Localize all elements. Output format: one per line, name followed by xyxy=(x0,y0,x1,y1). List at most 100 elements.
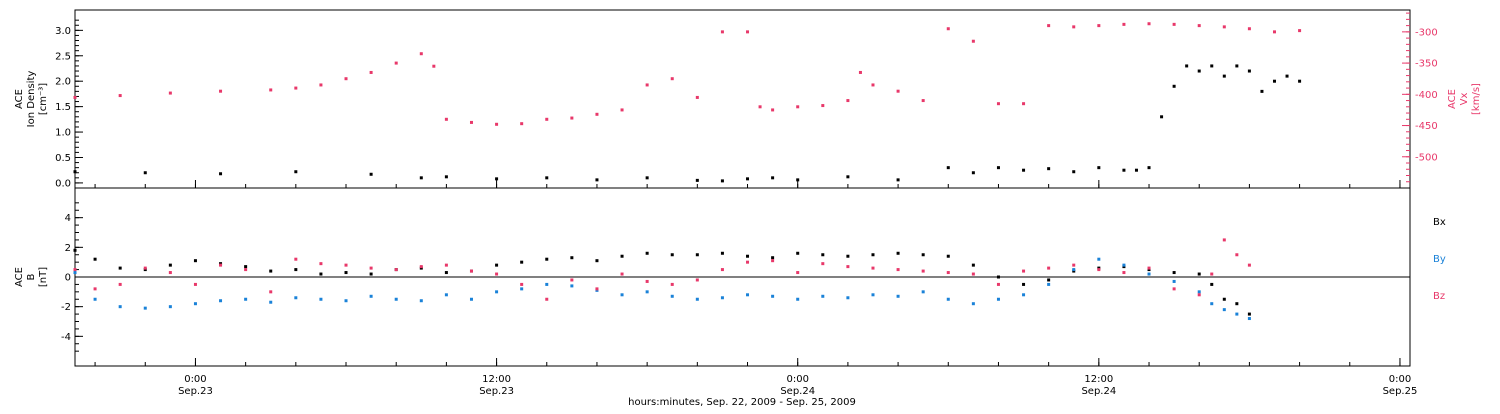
by-point-12 xyxy=(369,294,373,298)
bz-point-8 xyxy=(269,290,273,294)
bz-point-6 xyxy=(219,263,223,267)
by-point-36 xyxy=(971,302,975,306)
bx-point-24 xyxy=(670,253,674,257)
bz-point-22 xyxy=(620,272,624,276)
vx-point-0 xyxy=(73,95,77,99)
density-point-14 xyxy=(771,176,775,180)
by-point-35 xyxy=(946,297,950,301)
time-tick-date-2: Sep.24 xyxy=(780,386,815,397)
bx-point-37 xyxy=(996,275,1000,279)
vx-point-39 xyxy=(1072,25,1076,29)
vx-point-16 xyxy=(545,117,549,121)
vx-point-30 xyxy=(858,70,862,74)
by-point-8 xyxy=(269,300,273,304)
bz-point-38 xyxy=(1022,269,1026,273)
vx-point-5 xyxy=(294,86,298,90)
bz-point-14 xyxy=(419,265,423,269)
bz-point-44 xyxy=(1172,287,1176,291)
density-point-25 xyxy=(1122,168,1126,172)
vx-point-7 xyxy=(344,77,348,81)
vx-point-17 xyxy=(570,116,574,120)
by-point-39 xyxy=(1047,282,1051,286)
bz-point-41 xyxy=(1097,268,1101,272)
legend-by: By xyxy=(1433,254,1446,265)
b-axis-units: [nT] xyxy=(38,267,49,287)
by-point-32 xyxy=(871,293,875,297)
by-point-45 xyxy=(1197,290,1201,294)
vx-point-19 xyxy=(620,108,624,112)
bx-point-0 xyxy=(73,248,77,252)
bx-point-27 xyxy=(746,254,750,258)
bottom-left-axis-ticks: 4 2 0 -2 -4 xyxy=(61,202,83,352)
vx-point-31 xyxy=(871,83,875,87)
density-point-39 xyxy=(1298,79,1302,83)
by-point-5 xyxy=(193,302,197,306)
density-point-5 xyxy=(419,176,423,180)
density-point-6 xyxy=(444,175,448,179)
bx-point-30 xyxy=(821,253,825,257)
by-point-23 xyxy=(645,290,649,294)
time-tick-label-0: 0:00 xyxy=(184,374,206,385)
time-tick-date-3: Sep.24 xyxy=(1081,386,1116,397)
vx-point-35 xyxy=(971,39,975,43)
bx-point-29 xyxy=(796,251,800,255)
vx-tick-label-1: -350 xyxy=(1415,59,1438,70)
vx-point-48 xyxy=(1298,29,1302,33)
density-point-20 xyxy=(996,166,1000,170)
bz-point-40 xyxy=(1072,263,1076,267)
vx-point-20 xyxy=(645,83,649,87)
by-point-44 xyxy=(1172,279,1176,283)
density-tick-label-1: 0.5 xyxy=(55,153,71,164)
by-point-18 xyxy=(520,287,524,291)
by-point-9 xyxy=(294,296,298,300)
density-point-24 xyxy=(1097,166,1101,170)
bz-point-0 xyxy=(73,268,77,272)
bx-point-28 xyxy=(771,256,775,260)
bz-point-32 xyxy=(871,266,875,270)
bz-point-7 xyxy=(244,268,248,272)
by-point-26 xyxy=(720,296,724,300)
by-point-48 xyxy=(1235,312,1239,316)
by-point-14 xyxy=(419,299,423,303)
b-axis-label-line2: B xyxy=(26,273,37,280)
b-legend: Bx By Bz xyxy=(1433,217,1446,302)
b-tick-label-0: 4 xyxy=(65,213,71,224)
by-point-34 xyxy=(921,290,925,294)
by-point-11 xyxy=(344,299,348,303)
bx-point-34 xyxy=(921,253,925,257)
bz-point-10 xyxy=(319,262,323,266)
vx-point-12 xyxy=(444,117,448,121)
vx-tick-label-2: -400 xyxy=(1415,90,1438,101)
density-point-37 xyxy=(1272,79,1276,83)
vx-tick-label-3: -450 xyxy=(1415,121,1438,132)
density-point-12 xyxy=(720,179,724,183)
by-point-28 xyxy=(771,294,775,298)
bx-point-2 xyxy=(118,266,122,270)
time-tick-date-4: Sep.25 xyxy=(1383,386,1418,397)
vx-point-2 xyxy=(168,91,172,95)
vx-point-45 xyxy=(1222,25,1226,29)
bz-point-21 xyxy=(595,287,599,291)
bz-point-15 xyxy=(444,263,448,267)
b-axis-label-line1: ACE xyxy=(14,267,25,287)
density-point-15 xyxy=(796,178,800,182)
vx-point-9 xyxy=(394,61,398,65)
bz-point-36 xyxy=(971,272,975,276)
b-tick-label-1: 2 xyxy=(65,243,71,254)
bz-point-45 xyxy=(1197,293,1201,297)
density-point-10 xyxy=(645,176,649,180)
bx-point-11 xyxy=(344,271,348,275)
by-point-16 xyxy=(469,297,473,301)
density-point-29 xyxy=(1172,84,1176,88)
bz-point-13 xyxy=(394,268,398,272)
by-point-2 xyxy=(118,305,122,309)
vx-point-26 xyxy=(771,108,775,112)
time-tick-label-1: 12:00 xyxy=(482,374,511,385)
by-point-38 xyxy=(1022,293,1026,297)
bz-point-17 xyxy=(495,272,499,276)
vx-point-10 xyxy=(419,52,423,56)
vx-point-38 xyxy=(1047,24,1051,28)
vx-point-42 xyxy=(1147,22,1151,26)
by-point-33 xyxy=(896,294,900,298)
top-left-axis-ticks: 0.0 0.5 1.0 1.5 2.0 2.5 3.0 xyxy=(55,19,83,189)
